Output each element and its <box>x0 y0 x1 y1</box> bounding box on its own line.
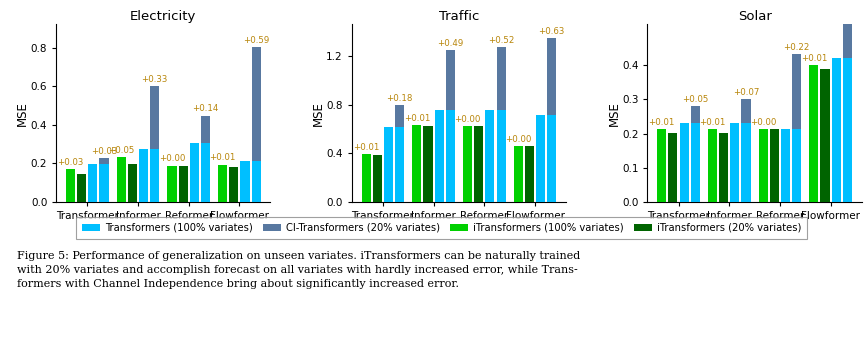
Bar <box>395 105 404 127</box>
Text: +0.01: +0.01 <box>649 118 675 127</box>
Text: +0.63: +0.63 <box>539 27 565 36</box>
Bar <box>547 38 556 114</box>
Bar <box>201 143 210 202</box>
Bar <box>514 146 523 202</box>
Legend: Transformers (100% variates), CI-Transformers (20% variates), iTransformers (100: Transformers (100% variates), CI-Transfo… <box>76 217 807 239</box>
Bar <box>423 126 433 202</box>
Bar <box>252 161 261 202</box>
Text: +0.01: +0.01 <box>210 153 236 163</box>
Text: +0.49: +0.49 <box>437 39 463 48</box>
Bar <box>446 50 455 110</box>
Title: Electricity: Electricity <box>130 10 197 23</box>
Text: +0.14: +0.14 <box>192 104 218 113</box>
Bar <box>88 164 98 202</box>
Bar <box>496 110 506 202</box>
Bar <box>792 129 801 202</box>
Text: +0.01: +0.01 <box>353 143 379 152</box>
Bar <box>680 123 688 202</box>
Bar <box>741 100 751 123</box>
Text: +0.52: +0.52 <box>488 36 514 45</box>
Bar <box>66 169 75 202</box>
Bar <box>730 123 740 202</box>
Text: +0.33: +0.33 <box>141 74 168 84</box>
Text: +0.05: +0.05 <box>108 147 134 155</box>
Bar <box>691 106 700 123</box>
Bar <box>669 133 677 202</box>
Y-axis label: MSE: MSE <box>312 101 325 126</box>
Bar <box>139 149 148 202</box>
Bar <box>229 167 238 202</box>
Text: +0.00: +0.00 <box>158 155 185 164</box>
Y-axis label: MSE: MSE <box>16 101 29 126</box>
Bar <box>536 114 546 202</box>
Bar <box>485 110 494 202</box>
Bar <box>843 0 852 58</box>
Bar <box>820 69 830 202</box>
Text: +0.07: +0.07 <box>733 88 759 97</box>
Bar <box>362 154 371 202</box>
Text: +0.18: +0.18 <box>386 94 413 103</box>
Bar <box>241 161 249 202</box>
Text: +0.01: +0.01 <box>801 54 827 63</box>
Text: +0.59: +0.59 <box>243 36 269 45</box>
Bar <box>218 165 227 202</box>
Bar <box>496 47 506 110</box>
Text: +0.01: +0.01 <box>404 113 430 122</box>
Bar <box>252 47 261 161</box>
Bar <box>525 146 534 202</box>
Text: +0.00: +0.00 <box>505 135 532 144</box>
Bar <box>475 126 483 202</box>
Bar <box>100 158 108 164</box>
Bar <box>831 58 841 202</box>
Bar <box>167 166 177 202</box>
Bar <box>708 129 717 202</box>
Bar <box>843 58 852 202</box>
Text: +0.03: +0.03 <box>91 147 117 156</box>
Bar <box>190 143 199 202</box>
Bar <box>691 123 700 202</box>
Bar <box>781 129 790 202</box>
Bar <box>412 125 422 202</box>
Bar <box>117 157 126 202</box>
Bar <box>463 126 472 202</box>
Bar <box>150 149 159 202</box>
Text: +0.01: +0.01 <box>700 118 726 127</box>
Bar <box>770 129 779 202</box>
Bar <box>178 166 188 202</box>
Bar <box>100 164 108 202</box>
Title: Solar: Solar <box>738 10 772 23</box>
Bar <box>719 133 728 202</box>
Bar <box>446 110 455 202</box>
Text: +0.00: +0.00 <box>750 118 777 127</box>
Bar <box>77 174 87 202</box>
Text: +0.00: +0.00 <box>455 115 481 124</box>
Bar <box>810 65 818 202</box>
Bar <box>657 129 666 202</box>
Bar <box>395 127 404 202</box>
Y-axis label: MSE: MSE <box>608 101 621 126</box>
Title: Traffic: Traffic <box>439 10 479 23</box>
Text: Figure 5: Performance of generalization on unseen variates. iTransformers can be: Figure 5: Performance of generalization … <box>17 251 580 288</box>
Bar <box>759 129 768 202</box>
Bar <box>792 54 801 129</box>
Bar <box>201 116 210 143</box>
Bar <box>384 127 393 202</box>
Bar <box>150 86 159 149</box>
Bar <box>372 155 382 202</box>
Text: +0.05: +0.05 <box>682 95 708 104</box>
Text: +0.03: +0.03 <box>57 158 84 167</box>
Bar <box>741 123 751 202</box>
Bar <box>128 164 137 202</box>
Bar <box>547 114 556 202</box>
Text: +0.22: +0.22 <box>784 43 810 52</box>
Bar <box>435 110 443 202</box>
